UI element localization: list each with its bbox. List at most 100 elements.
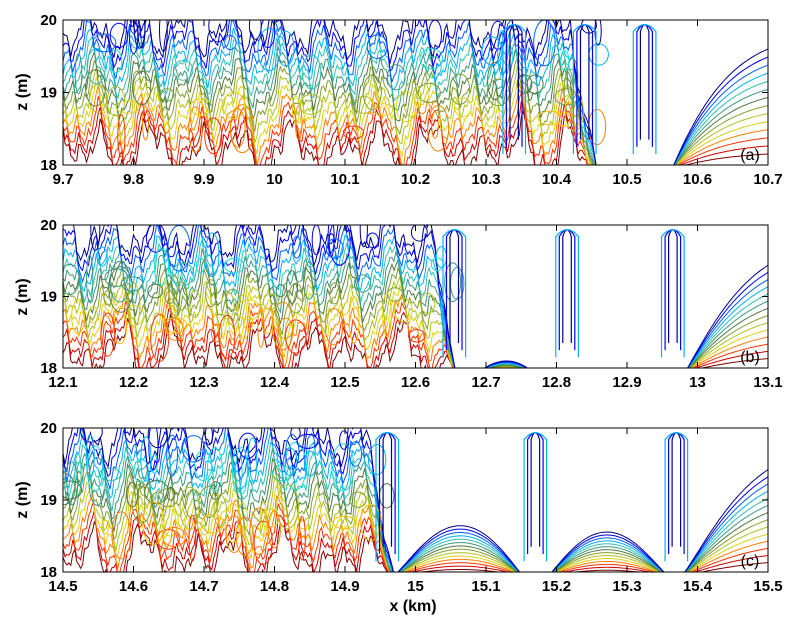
contour-line	[63, 258, 768, 368]
contour-loop	[247, 437, 258, 485]
contour-loop	[140, 436, 152, 482]
contour-loop	[272, 464, 291, 482]
contour-loop	[117, 114, 126, 158]
trough-loop	[502, 24, 527, 155]
x-tick-label: 12.2	[119, 374, 148, 391]
contour-loop	[204, 428, 213, 446]
contour-line	[63, 428, 768, 572]
contour-loop	[238, 432, 258, 459]
contour-line	[63, 33, 768, 165]
contour-loop	[96, 246, 108, 267]
contour-loop	[103, 289, 113, 306]
contour-loop	[229, 104, 255, 154]
contour-loop	[85, 69, 106, 107]
contour-loop	[427, 105, 450, 152]
x-tick-label: 15.5	[753, 578, 782, 595]
contour-loop	[435, 246, 447, 268]
y-ticks-c: 18 19 20	[40, 420, 768, 581]
contour-loop	[179, 486, 200, 530]
trough-loop	[668, 228, 678, 343]
contour-loop	[248, 20, 262, 40]
contour-loop	[88, 306, 98, 324]
y-ticks-b: 18 19 20	[40, 217, 768, 377]
trough-loop	[449, 228, 460, 343]
contour-loop	[145, 225, 166, 253]
contour-line	[63, 101, 768, 165]
x-tick-label: 12.5	[330, 374, 359, 391]
contour-loop	[164, 286, 176, 305]
contour-loop	[299, 94, 323, 115]
contour-loop	[71, 299, 85, 335]
contour-loop	[301, 54, 322, 90]
contour-loop	[108, 266, 134, 313]
trough-loop	[664, 432, 689, 562]
contour-loop	[292, 235, 302, 259]
contour-loop	[537, 110, 563, 126]
contour-loop	[224, 258, 245, 274]
panel-b: 12.1 12.2 12.3 12.4 12.5 12.6 12.7 12.8 12.9 13 13…	[14, 217, 783, 391]
contour-loop	[481, 36, 503, 66]
contour-loop	[332, 515, 357, 530]
contour-loop	[120, 276, 144, 292]
contour-loop	[90, 225, 101, 252]
contour-loop	[195, 257, 205, 274]
contour-loop	[159, 88, 175, 102]
contour-loop	[386, 287, 404, 302]
contour-line	[63, 457, 768, 572]
contour-loop	[109, 22, 129, 49]
contour-loop	[222, 92, 246, 120]
contour-line	[63, 26, 768, 165]
contour-loop	[172, 59, 194, 81]
contour-loop	[286, 270, 298, 304]
contour-loop	[190, 98, 213, 116]
contour-loop	[86, 47, 106, 85]
contour-line	[63, 91, 768, 165]
contour-loop	[205, 279, 218, 308]
contour-loop	[276, 30, 295, 67]
trough-loop	[562, 228, 572, 343]
trough-loop	[636, 24, 653, 147]
y-axis-title-a: z (m)	[14, 73, 31, 110]
x-tick-label: 15.4	[683, 578, 713, 595]
contour-loop	[367, 444, 387, 475]
contour-loop	[260, 20, 276, 49]
contour-loop	[164, 304, 177, 336]
contour-loop	[104, 268, 129, 287]
contour-loop	[207, 447, 223, 492]
x-tick-label: 10.3	[471, 171, 500, 188]
trough-loop	[668, 432, 685, 554]
contour-loop	[109, 49, 123, 74]
panel-c: 14.5 14.6 14.7 14.8 14.9 15 15.1 15.2 15.3 15.4 15…	[14, 420, 783, 615]
contour-loop	[359, 225, 368, 248]
contour-loop	[161, 505, 179, 537]
contour-loop	[386, 64, 406, 91]
trough-loop	[572, 24, 597, 155]
contour-loop	[80, 428, 103, 443]
contour-line	[63, 20, 768, 165]
contour-loop	[189, 289, 201, 318]
contour-loop	[63, 263, 80, 296]
x-tick-label: 10.7	[753, 171, 782, 188]
contour-line	[63, 428, 768, 572]
x-tick-label: 12.1	[48, 374, 77, 391]
contour-loop	[288, 282, 304, 314]
contour-line	[63, 441, 768, 572]
contour-loop	[88, 84, 108, 113]
contour-loop	[127, 282, 141, 328]
x-tick-label: 10.6	[683, 171, 712, 188]
x-tick-label: 12.6	[401, 374, 430, 391]
y-tick-label: 20	[40, 12, 57, 29]
y-tick-label: 19	[40, 289, 57, 306]
contour-loop	[176, 281, 188, 311]
contour-loop	[137, 20, 146, 49]
contour-line	[63, 248, 768, 368]
contour-loop	[225, 515, 243, 553]
contour-loop	[360, 504, 382, 541]
contour-loop	[349, 441, 362, 467]
contour-loop	[444, 262, 462, 303]
contour-lines-a	[63, 20, 768, 165]
contour-loop	[166, 486, 176, 501]
contour-loop	[285, 434, 300, 470]
contour-loop	[213, 494, 228, 527]
